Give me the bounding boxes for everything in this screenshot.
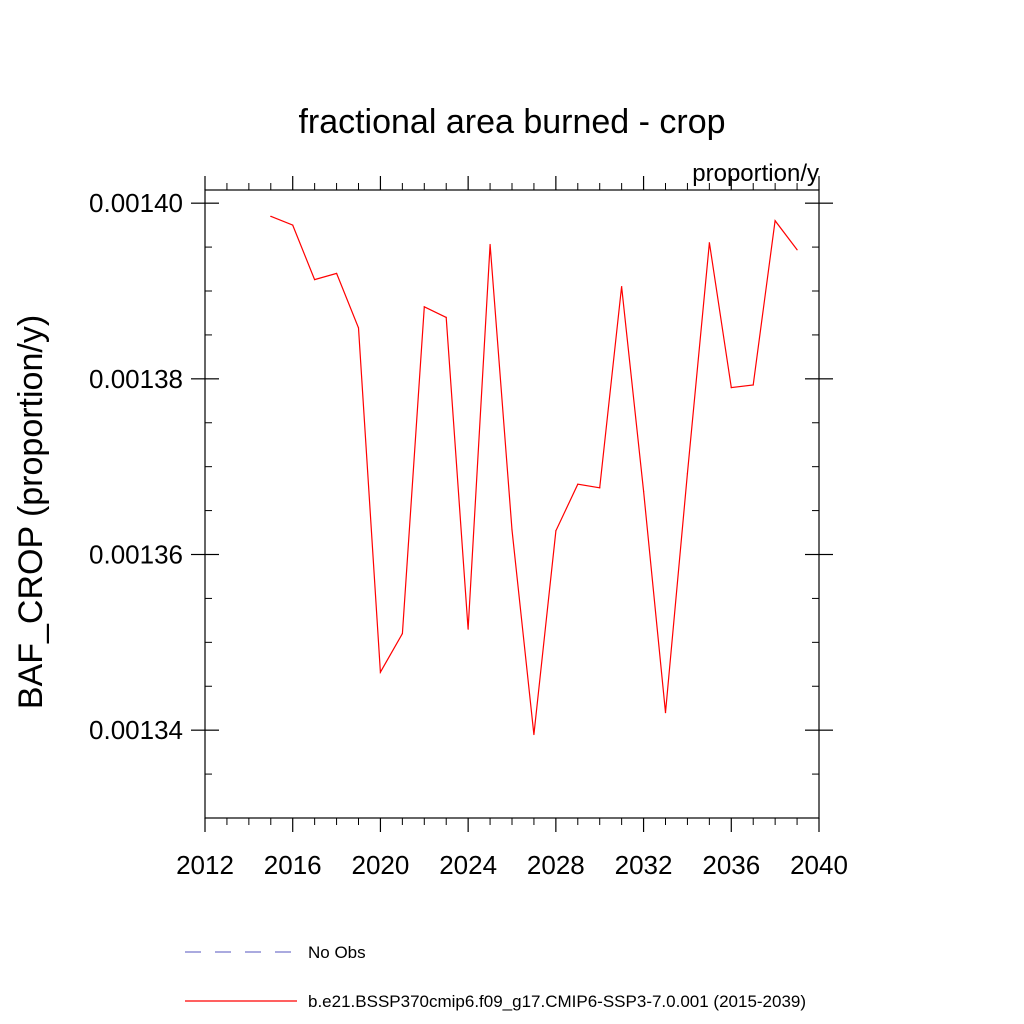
data-point xyxy=(335,272,338,275)
x-axis-tick-labels: 2012 2016 2020 2024 2028 2032 2036 2040 xyxy=(176,850,848,880)
data-point xyxy=(752,384,754,386)
plot-frame xyxy=(204,189,820,819)
data-point xyxy=(314,278,316,281)
data-point xyxy=(730,387,732,389)
y-tick-label: 0.00138 xyxy=(89,364,183,394)
data-point xyxy=(796,249,798,251)
legend-label-ssp370: b.e21.BSSP370cmip6.f09_g17.CMIP6-SSP3-7.… xyxy=(308,992,806,1011)
data-point xyxy=(357,327,360,329)
data-point xyxy=(774,220,776,222)
data-point xyxy=(708,242,710,244)
x-tick-label: 2024 xyxy=(439,850,497,880)
y-tick-label: 0.00136 xyxy=(89,540,183,570)
data-point xyxy=(621,286,623,288)
data-point xyxy=(511,529,513,531)
data-point xyxy=(401,632,403,635)
data-point xyxy=(379,671,382,673)
x-tick-label: 2020 xyxy=(352,850,410,880)
legend-label-no-obs: No Obs xyxy=(308,943,366,962)
x-tick-label: 2028 xyxy=(527,850,585,880)
data-point xyxy=(599,487,601,489)
x-axis-ticks xyxy=(204,176,820,832)
y-tick-label: 0.00134 xyxy=(89,715,183,745)
data-point xyxy=(292,224,294,226)
y-axis-label: BAF_CROP (proportion/y) xyxy=(12,315,50,709)
data-point xyxy=(686,473,689,475)
data-point xyxy=(664,712,667,714)
series-line-ssp370 xyxy=(270,215,798,735)
data-point xyxy=(423,306,425,308)
data-point xyxy=(555,530,557,532)
data-point xyxy=(270,215,272,217)
data-point xyxy=(445,316,447,318)
y-axis-tick-labels: 0.00134 0.00136 0.00138 0.00140 xyxy=(89,188,183,745)
y-tick-label: 0.00140 xyxy=(89,188,183,218)
data-point xyxy=(467,628,469,630)
x-tick-label: 2032 xyxy=(615,850,673,880)
data-point xyxy=(533,733,535,736)
x-tick-label: 2036 xyxy=(702,850,760,880)
series-points xyxy=(270,215,798,736)
x-tick-label: 2012 xyxy=(176,850,234,880)
data-point xyxy=(642,490,645,492)
x-tick-label: 2016 xyxy=(264,850,322,880)
data-point xyxy=(489,243,491,246)
x-tick-label: 2040 xyxy=(790,850,848,880)
legend: No Obs b.e21.BSSP370cmip6.f09_g17.CMIP6-… xyxy=(185,943,806,1011)
units-label: proportion/y xyxy=(692,160,819,187)
data-point xyxy=(577,483,579,485)
chart-title: fractional area burned - crop xyxy=(298,103,725,141)
y-axis-ticks xyxy=(191,202,833,819)
